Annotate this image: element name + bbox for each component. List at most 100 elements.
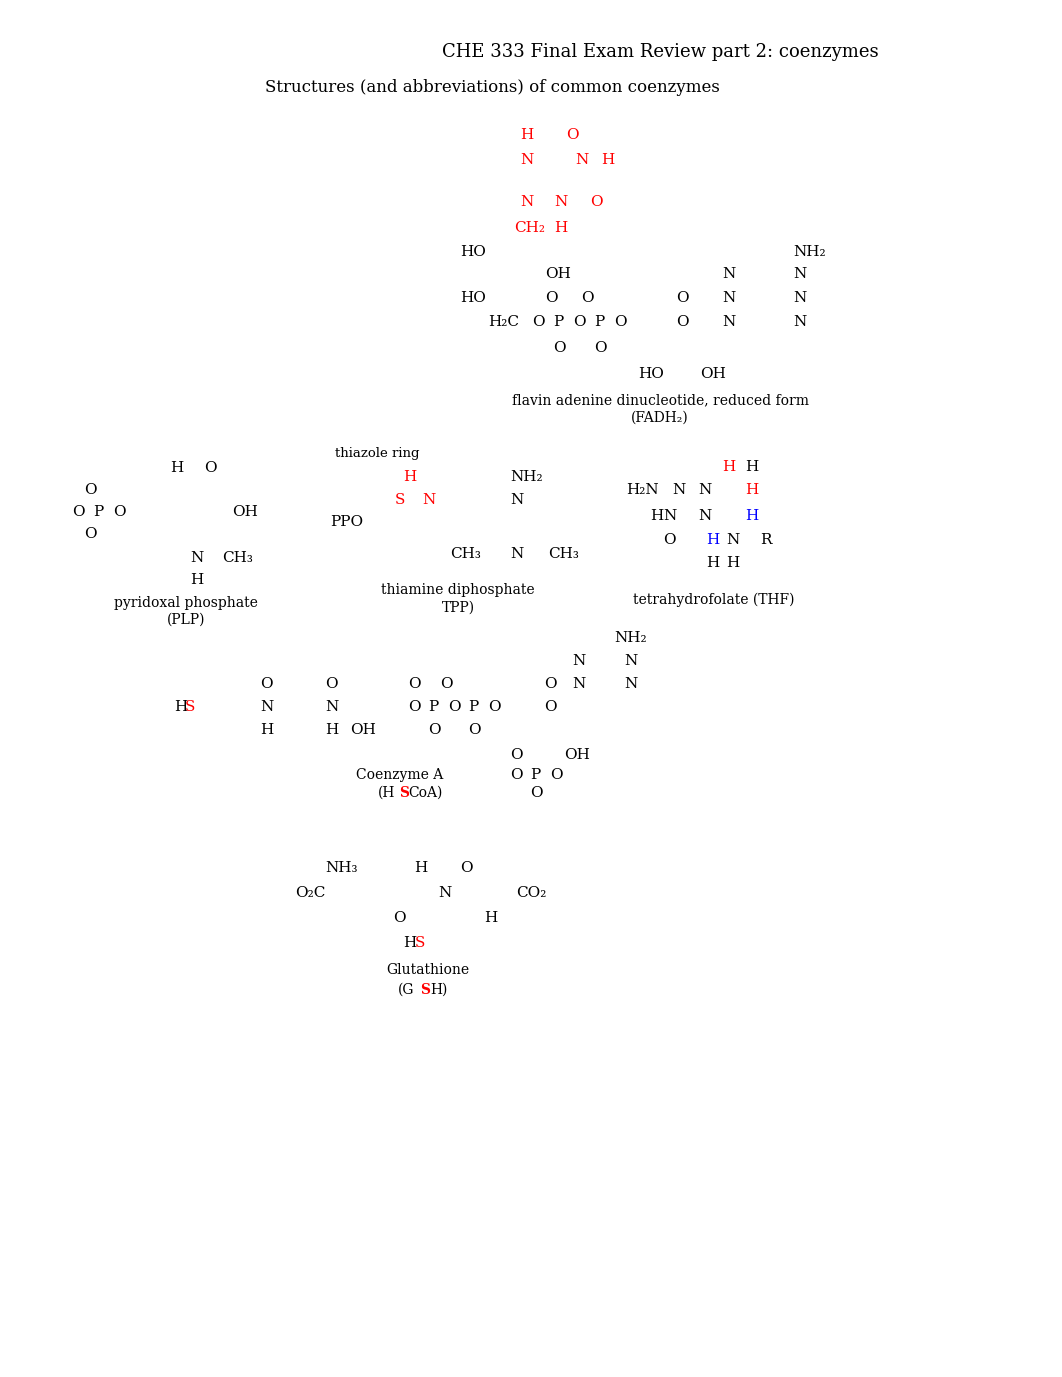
Text: O: O [113,505,125,519]
Text: N: N [698,509,712,523]
Text: O: O [393,912,406,925]
Text: N: N [520,196,533,209]
Text: H: H [746,460,758,474]
Text: N: N [554,196,567,209]
Text: O: O [460,861,473,874]
Text: (H: (H [378,786,395,800]
Text: O: O [581,291,594,304]
Text: O: O [325,677,338,691]
Text: N: N [793,267,806,281]
Text: HO: HO [460,291,486,304]
Text: NH₂: NH₂ [510,470,543,483]
Text: TPP): TPP) [442,600,475,616]
Text: O: O [204,461,217,475]
Text: O: O [663,533,675,547]
Text: HO: HO [460,245,486,259]
Text: HO: HO [638,368,664,381]
Text: CH₃: CH₃ [222,551,253,565]
Text: H: H [402,470,416,483]
Text: O: O [544,700,556,715]
Text: N: N [624,654,637,668]
Text: O: O [676,291,688,304]
Text: O: O [573,315,585,329]
Text: H: H [414,861,427,874]
Text: O: O [544,677,556,691]
Text: O: O [468,723,481,737]
Text: S: S [399,786,409,800]
Text: O: O [84,527,97,541]
Text: CH₃: CH₃ [450,547,481,560]
Text: N: N [260,700,273,715]
Text: N: N [722,267,735,281]
Text: N: N [793,315,806,329]
Text: O: O [594,341,606,355]
Text: N: N [672,483,685,497]
Text: S: S [185,700,195,715]
Text: H: H [325,723,339,737]
Text: CH₃: CH₃ [548,547,579,560]
Text: CHE 333 Final Exam Review part 2: coenzymes: CHE 333 Final Exam Review part 2: coenzy… [442,43,878,61]
Text: O: O [566,128,579,142]
Text: S: S [419,983,430,997]
Text: H): H) [430,983,447,997]
Text: N: N [422,493,435,507]
Text: H₂C: H₂C [489,315,519,329]
Text: Structures (and abbreviations) of common coenzymes: Structures (and abbreviations) of common… [266,80,720,96]
Text: H: H [170,461,184,475]
Text: CO₂: CO₂ [516,885,546,901]
Text: H₂N: H₂N [626,483,658,497]
Text: N: N [438,885,451,901]
Text: N: N [722,315,735,329]
Text: H: H [554,220,567,235]
Text: tetrahydrofolate (THF): tetrahydrofolate (THF) [633,593,794,607]
Text: P: P [530,768,541,782]
Text: P: P [553,315,563,329]
Text: H: H [650,509,664,523]
Text: O: O [448,700,461,715]
Text: H: H [706,556,719,570]
Text: O: O [428,723,441,737]
Text: CH₂: CH₂ [514,220,545,235]
Text: N: N [190,551,203,565]
Text: N: N [726,533,739,547]
Text: (G: (G [398,983,414,997]
Text: N: N [572,677,585,691]
Text: H: H [706,533,719,547]
Text: R: R [760,533,771,547]
Text: O: O [510,748,523,761]
Text: PPO: PPO [330,515,363,529]
Text: Coenzyme A: Coenzyme A [357,768,444,782]
Text: H: H [484,912,497,925]
Text: thiazole ring: thiazole ring [335,446,419,460]
Text: NH₂: NH₂ [614,631,647,644]
Text: O: O [553,341,566,355]
Text: O: O [676,315,688,329]
Text: N: N [624,677,637,691]
Text: O: O [614,315,627,329]
Text: P: P [428,700,439,715]
Text: H: H [190,573,203,587]
Text: P: P [93,505,103,519]
Text: O: O [530,786,543,800]
Text: flavin adenine dinucleotide, reduced form: flavin adenine dinucleotide, reduced for… [512,392,808,408]
Text: P: P [468,700,478,715]
Text: NH₃: NH₃ [325,861,358,874]
Text: O: O [510,768,523,782]
Text: S: S [395,493,406,507]
Text: O: O [72,505,85,519]
Text: O: O [84,483,97,497]
Text: O: O [545,291,558,304]
Text: OH: OH [350,723,376,737]
Text: H: H [520,128,533,142]
Text: OH: OH [564,748,589,761]
Text: NH₂: NH₂ [793,245,825,259]
Text: O: O [590,196,602,209]
Text: thiamine diphosphate: thiamine diphosphate [381,582,535,598]
Text: H: H [722,460,735,474]
Text: H: H [174,700,187,715]
Text: N: N [520,153,533,167]
Text: O: O [408,700,421,715]
Text: N: N [793,291,806,304]
Text: pyridoxal phosphate: pyridoxal phosphate [114,596,258,610]
Text: O: O [532,315,545,329]
